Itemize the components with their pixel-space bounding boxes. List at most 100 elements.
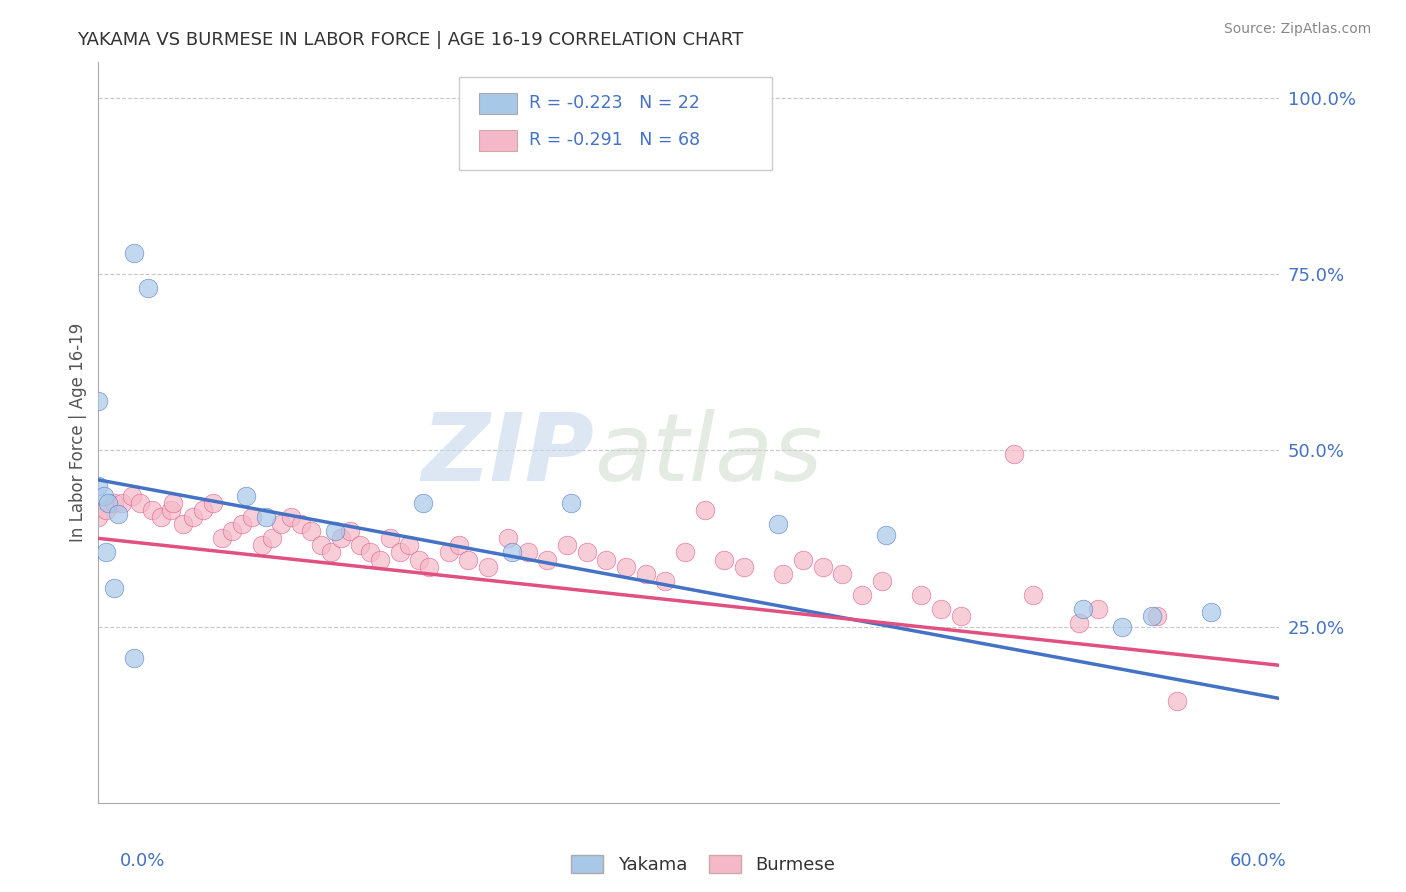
Point: [437, 545, 460, 559]
Point: [408, 552, 430, 566]
Point: [150, 510, 173, 524]
Point: [260, 532, 283, 546]
Point: [87, 510, 110, 524]
Point: [910, 588, 932, 602]
Point: [772, 566, 794, 581]
Point: [96, 545, 118, 559]
Point: [875, 528, 897, 542]
Point: [477, 559, 499, 574]
Point: [235, 489, 257, 503]
Point: [1087, 602, 1109, 616]
Text: Source: ZipAtlas.com: Source: ZipAtlas.com: [1223, 22, 1371, 37]
Point: [412, 496, 434, 510]
Point: [831, 566, 853, 581]
Point: [418, 559, 440, 574]
Point: [693, 503, 716, 517]
Point: [1111, 619, 1133, 633]
Point: [536, 552, 558, 566]
Point: [1146, 609, 1168, 624]
Point: [122, 245, 145, 260]
Text: ZIP: ZIP: [422, 409, 595, 500]
Point: [141, 503, 163, 517]
Point: [1199, 606, 1222, 620]
Text: 0.0%: 0.0%: [120, 852, 165, 870]
Point: [319, 545, 342, 559]
Point: [614, 559, 637, 574]
Point: [516, 545, 538, 559]
Point: [96, 503, 118, 517]
Point: [201, 496, 224, 510]
Point: [172, 517, 194, 532]
Point: [713, 552, 735, 566]
Point: [949, 609, 972, 624]
Point: [349, 538, 371, 552]
Point: [103, 496, 125, 510]
Text: 60.0%: 60.0%: [1230, 852, 1286, 870]
Text: R = -0.223   N = 22: R = -0.223 N = 22: [530, 95, 700, 112]
Point: [290, 517, 312, 532]
Point: [654, 574, 676, 588]
Point: [339, 524, 361, 539]
Point: [398, 538, 420, 552]
Point: [1071, 602, 1094, 616]
Point: [673, 545, 696, 559]
Legend: Yakama, Burmese: Yakama, Burmese: [571, 855, 835, 874]
Point: [309, 538, 332, 552]
Point: [501, 545, 523, 559]
Point: [1067, 615, 1090, 630]
Point: [93, 489, 115, 503]
Point: [231, 517, 253, 532]
Point: [162, 496, 184, 510]
Point: [128, 496, 150, 510]
Point: [1166, 693, 1188, 707]
Point: [107, 507, 129, 521]
Point: [575, 545, 598, 559]
Point: [851, 588, 873, 602]
Point: [496, 532, 519, 546]
Point: [1140, 609, 1163, 624]
FancyBboxPatch shape: [478, 93, 516, 113]
Point: [103, 581, 125, 595]
Point: [595, 552, 617, 566]
Point: [254, 510, 277, 524]
Point: [323, 524, 346, 539]
Point: [447, 538, 470, 552]
Point: [733, 559, 755, 574]
Point: [111, 496, 134, 510]
Point: [929, 602, 952, 616]
Point: [121, 489, 143, 503]
Y-axis label: In Labor Force | Age 16-19: In Labor Force | Age 16-19: [69, 323, 87, 542]
Point: [1002, 447, 1025, 461]
Point: [240, 510, 263, 524]
Point: [870, 574, 893, 588]
Text: YAKAMA VS BURMESE IN LABOR FORCE | AGE 16-19 CORRELATION CHART: YAKAMA VS BURMESE IN LABOR FORCE | AGE 1…: [77, 31, 744, 49]
FancyBboxPatch shape: [478, 130, 516, 151]
Point: [811, 559, 834, 574]
Point: [299, 524, 322, 539]
Point: [211, 532, 233, 546]
Point: [270, 517, 292, 532]
Text: R = -0.291   N = 68: R = -0.291 N = 68: [530, 131, 700, 149]
Point: [555, 538, 578, 552]
Point: [792, 552, 814, 566]
Point: [87, 393, 110, 408]
Point: [388, 545, 411, 559]
FancyBboxPatch shape: [458, 78, 772, 169]
Point: [329, 532, 352, 546]
Point: [634, 566, 657, 581]
Point: [97, 496, 120, 510]
Point: [160, 503, 183, 517]
Point: [378, 532, 401, 546]
Point: [191, 503, 214, 517]
Point: [87, 478, 110, 492]
Point: [359, 545, 381, 559]
Point: [766, 517, 789, 532]
Point: [368, 552, 391, 566]
Text: atlas: atlas: [595, 409, 823, 500]
Point: [280, 510, 302, 524]
Point: [136, 281, 159, 295]
Point: [122, 651, 145, 665]
Point: [560, 496, 582, 510]
Point: [1022, 588, 1045, 602]
Point: [181, 510, 204, 524]
